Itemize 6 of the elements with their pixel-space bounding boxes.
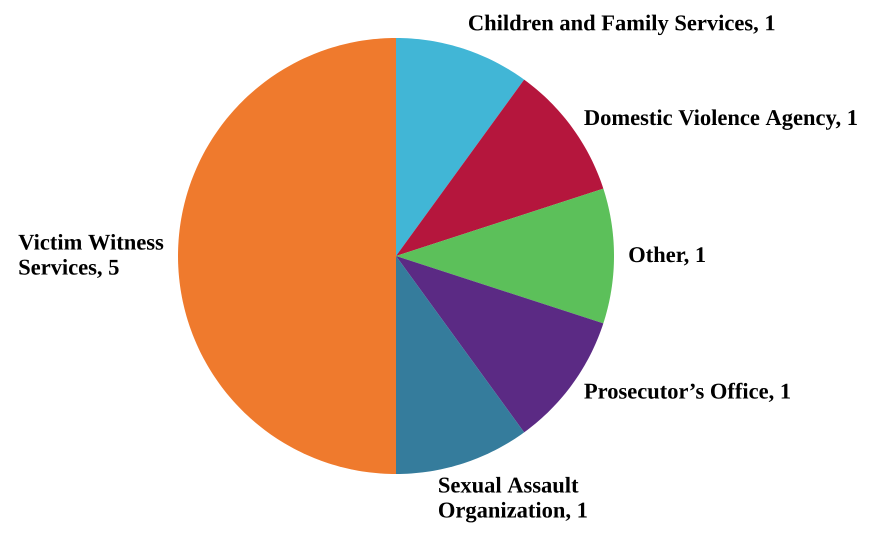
slice-label: Domestic Violence Agency, 1 [584, 109, 857, 130]
slice-label: Prosecutor’s Office, 1 [584, 382, 790, 402]
slice-label: Other, 1 [629, 246, 705, 266]
slice-label: Sexual Assault Organization, 1 [438, 476, 587, 522]
slice-label: Children and Family Services, 1 [468, 14, 774, 36]
slice-label: Victim Witness Services, 5 [18, 234, 164, 278]
